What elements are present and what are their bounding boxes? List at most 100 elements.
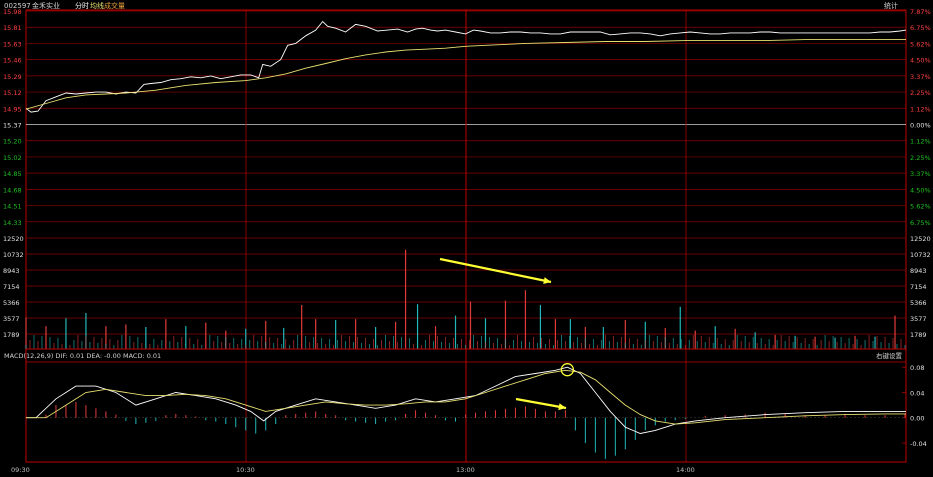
stat-button: 统计 bbox=[884, 1, 898, 10]
price-line bbox=[25, 20, 907, 113]
volume-bar-minor bbox=[624, 343, 626, 349]
volume-bar-minor bbox=[620, 337, 622, 349]
volume-bar-minor bbox=[880, 342, 882, 349]
volume-bar-minor bbox=[704, 342, 706, 349]
volume-bar-minor bbox=[904, 345, 906, 349]
volume-bar bbox=[65, 318, 67, 349]
volume-tick-label: 3577 bbox=[3, 315, 20, 323]
volume-tick-label-right: 1789 bbox=[910, 331, 927, 339]
volume-bar bbox=[694, 330, 696, 349]
volume-bar-minor bbox=[97, 343, 99, 349]
volume-bar-minor bbox=[493, 343, 494, 349]
volume-bar bbox=[504, 300, 507, 349]
volume-bar-minor bbox=[884, 337, 886, 349]
pct-tick-label: 1.12% bbox=[910, 105, 931, 113]
volume-bar-minor bbox=[225, 337, 227, 349]
volume-tick-label: 5366 bbox=[3, 299, 20, 307]
volume-bar bbox=[834, 337, 836, 349]
volume-bar-minor bbox=[465, 345, 466, 349]
pct-tick-label: 3.37% bbox=[910, 73, 931, 81]
volume-bar-minor bbox=[844, 343, 846, 349]
volume-bar bbox=[283, 327, 285, 349]
volume-bar-minor bbox=[525, 336, 526, 349]
price-tick-label: 14.33 bbox=[3, 219, 22, 227]
volume-bar-minor bbox=[600, 340, 602, 349]
volume-bar-minor bbox=[249, 340, 251, 349]
macd-tick-label: -0.04 bbox=[910, 440, 927, 448]
volume-bar bbox=[569, 319, 571, 349]
volume-bar-minor bbox=[189, 338, 191, 349]
volume-bar-minor bbox=[513, 340, 514, 349]
tab-junxian: 均线 bbox=[90, 1, 104, 10]
volume-bar-minor bbox=[664, 337, 666, 349]
volume-bar-minor bbox=[584, 338, 586, 349]
pct-tick-label: 6.75% bbox=[910, 219, 931, 227]
volume-bar-minor bbox=[445, 337, 446, 349]
macd-arrow-head bbox=[558, 403, 566, 411]
volume-bar-minor bbox=[37, 341, 39, 349]
volume-bar bbox=[602, 327, 604, 349]
volume-bar-minor bbox=[429, 335, 430, 349]
volume-bar-minor bbox=[149, 344, 151, 349]
volume-bar-minor bbox=[205, 340, 207, 349]
volume-bar-minor bbox=[329, 339, 331, 349]
volume-bar-minor bbox=[161, 340, 163, 349]
volume-bar-minor bbox=[81, 341, 83, 349]
volume-tick-label-right: 3577 bbox=[910, 315, 927, 323]
volume-bar-minor bbox=[177, 342, 179, 349]
price-tick-label: 15.02 bbox=[3, 154, 22, 162]
volume-bar-minor bbox=[133, 342, 135, 349]
volume-bar-minor bbox=[301, 341, 303, 349]
volume-bar-minor bbox=[521, 341, 522, 349]
volume-bar-minor bbox=[856, 339, 858, 349]
macd-arrow bbox=[515, 397, 567, 410]
stock-name: 金禾实业 bbox=[32, 1, 60, 10]
volume-bar-minor bbox=[217, 336, 219, 349]
volume-bar-minor bbox=[333, 345, 335, 349]
tab-volume: 成交量 bbox=[104, 1, 125, 10]
volume-bar-minor bbox=[840, 337, 842, 349]
volume-bar-minor bbox=[553, 345, 554, 349]
volume-bar-minor bbox=[293, 340, 295, 349]
volume-bar-minor bbox=[129, 336, 131, 349]
volume-bar-minor bbox=[253, 335, 255, 349]
pct-tick-label: 4.50% bbox=[910, 186, 931, 194]
volume-bar bbox=[814, 336, 816, 349]
volume-bar-minor bbox=[533, 337, 534, 349]
tab-fenshi: 分时 bbox=[75, 1, 89, 10]
volume-bar bbox=[355, 319, 357, 349]
volume-bar-minor bbox=[636, 339, 638, 349]
pct-tick-label: 2.25% bbox=[910, 89, 931, 97]
volume-bar-minor bbox=[309, 342, 311, 349]
volume-bar-minor bbox=[33, 335, 35, 349]
volume-bar-minor bbox=[241, 339, 243, 349]
volume-bar bbox=[315, 319, 317, 349]
volume-bar bbox=[25, 317, 27, 349]
pct-tick-label: 7.87% bbox=[910, 8, 931, 16]
volume-bar-minor bbox=[377, 345, 379, 349]
volume-bar-minor bbox=[580, 343, 582, 349]
volume-bar-minor bbox=[537, 343, 538, 349]
volume-bar-minor bbox=[560, 335, 562, 349]
pct-tick-label: 0.00% bbox=[910, 122, 931, 130]
volume-bar-minor bbox=[628, 338, 630, 349]
volume-bar-minor bbox=[660, 342, 662, 349]
volume-bar-minor bbox=[545, 344, 546, 349]
volume-bar-minor bbox=[193, 344, 195, 349]
volume-bar-minor bbox=[808, 344, 810, 349]
macd-dea-line bbox=[26, 369, 906, 425]
volume-bar-minor bbox=[257, 341, 259, 349]
volume-bar-minor bbox=[860, 345, 862, 349]
volume-bar-minor bbox=[65, 339, 67, 349]
volume-bar-minor bbox=[197, 339, 199, 349]
volume-bar-minor bbox=[804, 338, 806, 349]
volume-bar-minor bbox=[756, 343, 758, 349]
volume-bar-minor bbox=[153, 339, 155, 349]
volume-bar-minor bbox=[604, 335, 606, 349]
volume-bar-minor bbox=[656, 336, 658, 349]
volume-bar-minor bbox=[672, 338, 674, 349]
price-tick-label: 14.85 bbox=[3, 170, 22, 178]
volume-bar-minor bbox=[760, 338, 762, 349]
volume-bar-minor bbox=[273, 343, 275, 349]
volume-bar-minor bbox=[744, 336, 746, 349]
